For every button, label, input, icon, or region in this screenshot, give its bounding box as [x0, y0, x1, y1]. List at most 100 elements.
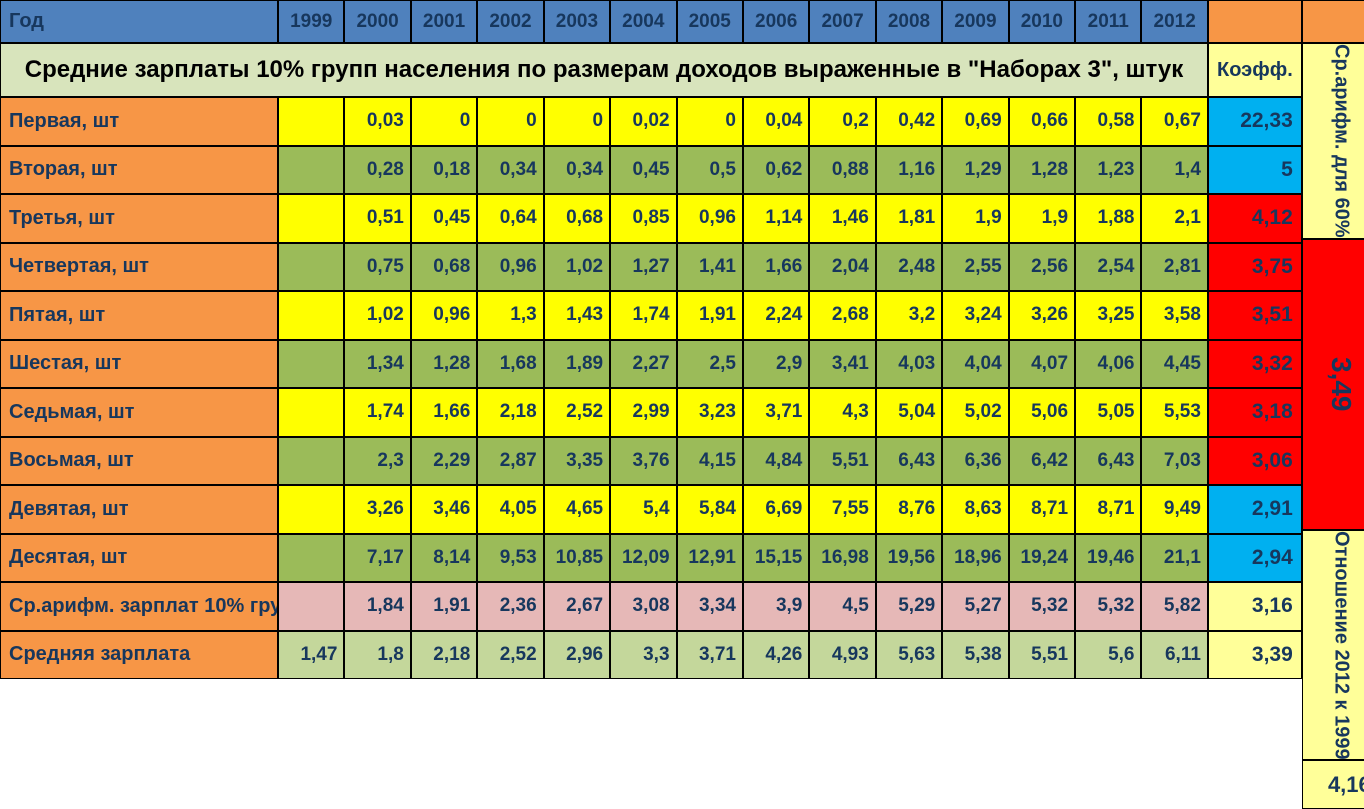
data-cell: 1,43: [544, 291, 610, 340]
data-cell: 5,05: [1075, 388, 1141, 437]
data-cell: 3,3: [610, 631, 676, 680]
coef-cell: 4,12: [1208, 194, 1302, 243]
coef-cell: 2,94: [1208, 534, 1302, 583]
data-cell: 0,42: [876, 97, 942, 146]
data-cell: 9,53: [477, 534, 543, 583]
year-header: 2011: [1075, 0, 1141, 43]
data-cell: 8,71: [1009, 485, 1075, 534]
coef-cell: 3,18: [1208, 388, 1302, 437]
data-cell: 3,23: [677, 388, 743, 437]
header-label: Год: [0, 0, 278, 43]
coef-header-spacer: [1208, 0, 1302, 43]
data-cell: 2,68: [809, 291, 875, 340]
data-cell: 1,66: [411, 388, 477, 437]
data-cell: 0,2: [809, 97, 875, 146]
data-cell: [278, 291, 344, 340]
data-cell: 3,58: [1141, 291, 1207, 340]
data-cell: 2,5: [677, 340, 743, 389]
data-cell: 6,43: [1075, 437, 1141, 486]
data-cell: 18,96: [942, 534, 1008, 583]
data-cell: 1,8: [344, 631, 410, 680]
year-header: 2005: [677, 0, 743, 43]
row-label: Третья, шт: [0, 194, 278, 243]
data-cell: 0,68: [544, 194, 610, 243]
data-cell: 12,91: [677, 534, 743, 583]
data-cell: 4,05: [477, 485, 543, 534]
data-cell: 1,74: [610, 291, 676, 340]
data-cell: 3,26: [344, 485, 410, 534]
data-cell: 0,88: [809, 146, 875, 195]
coef-cell: 3,06: [1208, 437, 1302, 486]
data-cell: 0,02: [610, 97, 676, 146]
data-cell: 3,41: [809, 340, 875, 389]
data-cell: 2,48: [876, 243, 942, 292]
data-cell: 10,85: [544, 534, 610, 583]
data-cell: 1,91: [677, 291, 743, 340]
data-cell: 19,56: [876, 534, 942, 583]
data-cell: 1,91: [411, 582, 477, 631]
side-block: 4,16: [1302, 760, 1364, 809]
data-cell: 0,67: [1141, 97, 1207, 146]
year-header: 2009: [942, 0, 1008, 43]
row-label: Десятая, шт: [0, 534, 278, 583]
data-cell: [278, 437, 344, 486]
data-cell: 3,24: [942, 291, 1008, 340]
data-cell: 4,07: [1009, 340, 1075, 389]
data-cell: 0,5: [677, 146, 743, 195]
row-label: Седьмая, шт: [0, 388, 278, 437]
data-cell: 5,27: [942, 582, 1008, 631]
data-cell: 2,9: [743, 340, 809, 389]
coef-cell: 3,75: [1208, 243, 1302, 292]
data-cell: 0,85: [610, 194, 676, 243]
data-cell: 1,29: [942, 146, 1008, 195]
year-header: 2007: [809, 0, 875, 43]
coef-cell: 3,16: [1208, 582, 1302, 631]
data-cell: 2,52: [544, 388, 610, 437]
data-cell: 1,34: [344, 340, 410, 389]
coef-cell: 22,33: [1208, 97, 1302, 146]
data-cell: 15,15: [743, 534, 809, 583]
data-cell: 9,49: [1141, 485, 1207, 534]
data-cell: [278, 340, 344, 389]
data-cell: 1,27: [610, 243, 676, 292]
data-cell: 8,76: [876, 485, 942, 534]
data-cell: 3,76: [610, 437, 676, 486]
data-cell: 5,4: [610, 485, 676, 534]
data-cell: 2,67: [544, 582, 610, 631]
data-cell: 4,26: [743, 631, 809, 680]
year-header: 2003: [544, 0, 610, 43]
row-label: Девятая, шт: [0, 485, 278, 534]
data-cell: 0,28: [344, 146, 410, 195]
data-cell: 0,45: [411, 194, 477, 243]
row-label: Четвертая, шт: [0, 243, 278, 292]
data-cell: [278, 146, 344, 195]
data-cell: 2,52: [477, 631, 543, 680]
data-cell: 1,88: [1075, 194, 1141, 243]
year-header: 2001: [411, 0, 477, 43]
row-label: Шестая, шт: [0, 340, 278, 389]
data-cell: 2,1: [1141, 194, 1207, 243]
row-label: Вторая, шт: [0, 146, 278, 195]
data-cell: [278, 388, 344, 437]
data-cell: 5,04: [876, 388, 942, 437]
data-cell: 0: [544, 97, 610, 146]
data-cell: 5,02: [942, 388, 1008, 437]
coef-cell: 3,39: [1208, 631, 1302, 680]
coef-cell: 2,91: [1208, 485, 1302, 534]
year-header: 2012: [1141, 0, 1207, 43]
data-cell: 3,2: [876, 291, 942, 340]
data-cell: 0: [477, 97, 543, 146]
data-cell: 0,58: [1075, 97, 1141, 146]
year-header: 2006: [743, 0, 809, 43]
row-label: Восьмая, шт: [0, 437, 278, 486]
data-cell: 5,82: [1141, 582, 1207, 631]
data-cell: 1,74: [344, 388, 410, 437]
data-cell: 21,1: [1141, 534, 1207, 583]
data-cell: [278, 97, 344, 146]
data-cell: [278, 194, 344, 243]
data-cell: 1,28: [1009, 146, 1075, 195]
data-cell: 5,32: [1009, 582, 1075, 631]
data-cell: 0,75: [344, 243, 410, 292]
data-cell: 5,6: [1075, 631, 1141, 680]
row-label: Средняя зарплата: [0, 631, 278, 680]
